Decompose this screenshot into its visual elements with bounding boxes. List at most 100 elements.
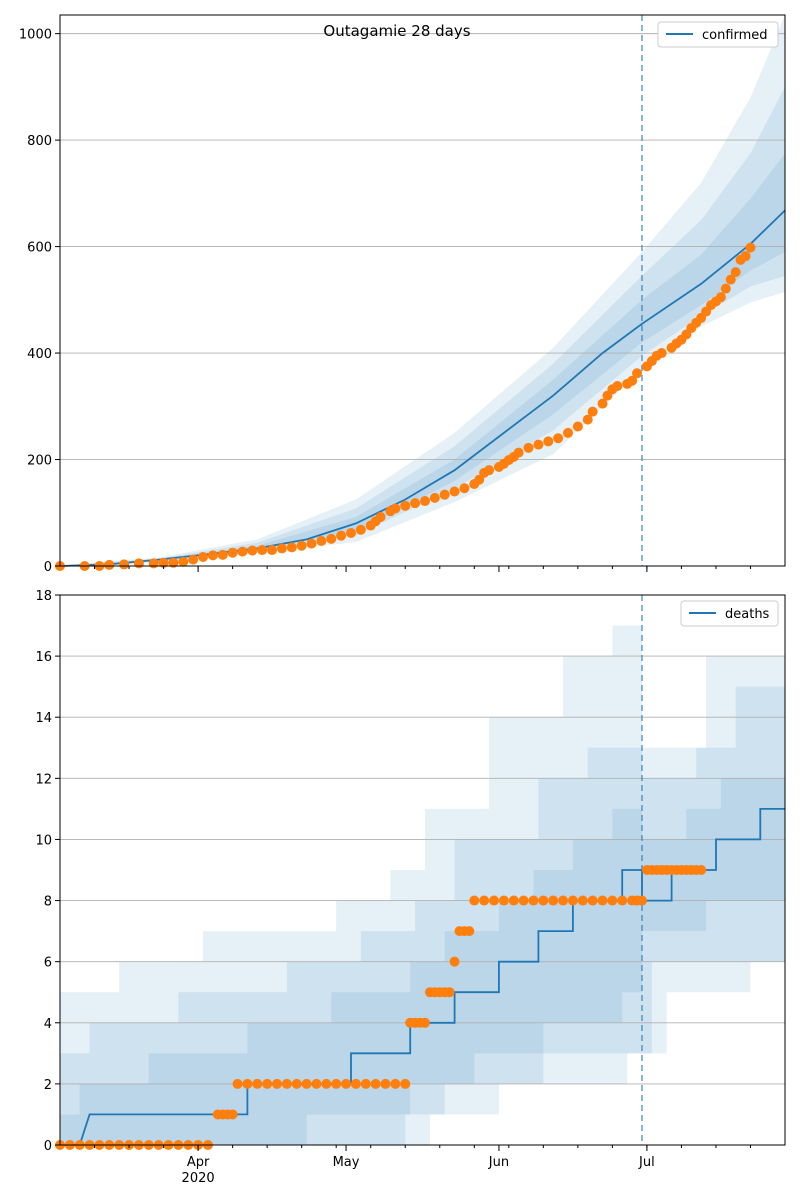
chart-title: Outagamie 28 days [323,22,470,40]
confirmed-observed-point [562,427,573,438]
confirmed-observed-point [104,559,115,570]
confirmed-observed-point [178,556,189,567]
deaths-observed-point [390,1078,401,1089]
deaths-ytick-label: 14 [35,711,52,726]
deaths-observed-point [577,895,588,906]
deaths-observed-point [607,895,618,906]
deaths-observed-point [227,1109,238,1120]
confirmed-observed-point [316,535,327,546]
deaths-observed-point [617,895,628,906]
deaths-observed-point [464,926,475,937]
confirmed-observed-point [612,381,623,392]
confirmed-ytick-label: 1000 [19,28,52,43]
xtick-label: Jul [638,1155,655,1170]
deaths-observed-point [449,956,460,967]
deaths-observed-point [331,1078,342,1089]
confirmed-ytick-label: 800 [27,134,52,149]
deaths-observed-point [469,895,480,906]
xtick-year-label: 2020 [182,1171,215,1186]
deaths-observed-point [567,895,578,906]
deaths-observed-point [380,1078,391,1089]
confirmed-observed-point [720,283,731,294]
xtick-label: Apr [187,1155,210,1170]
confirmed-observed-point [419,496,430,507]
confirmed-observed-point [449,486,460,497]
confirmed-observed-point [523,442,534,453]
confirmed-observed-point [237,546,248,557]
deaths-band-1 [60,686,785,1145]
confirmed-observed-point [168,557,179,568]
confirmed-observed-point [345,527,356,538]
confirmed-observed-point [715,292,726,303]
confirmed-observed-point [296,540,307,551]
confirmed-observed-point [740,251,751,262]
deaths-ytick-label: 6 [44,956,52,971]
deaths-observed-point [696,865,707,875]
confirmed-observed-point [188,554,199,565]
confirmed-ytick-label: 600 [27,241,52,256]
confirmed-observed-point [217,549,228,560]
confirmed-observed-point [632,368,643,379]
deaths-credible-bands [60,595,785,1145]
deaths-observed-point [538,895,549,906]
deaths-observed-point [252,1078,263,1089]
confirmed-observed-point [597,398,608,409]
confirmed-observed-point [247,545,258,556]
deaths-observed-point [528,895,539,906]
deaths-observed-point [558,895,569,906]
confirmed-observed-point [306,538,317,549]
deaths-observed-point [341,1078,352,1089]
deaths-observed-point [518,895,529,906]
confirmed-observed-point [336,530,347,541]
confirmed-observed-point [627,375,638,386]
confirmed-observed-point [587,406,598,417]
confirmed-band-1 [60,86,785,566]
confirmed-observed-point [484,465,495,476]
deaths-observed-point [272,1078,283,1089]
confirmed-ytick-label: 0 [44,560,52,575]
confirmed-observed-point [148,558,159,569]
confirmed-observed-point [725,274,736,285]
confirmed-band-0 [60,15,785,566]
confirmed-observed-point [572,421,583,432]
legend-label-deaths: deaths [725,607,770,622]
confirmed-legend: confirmed [657,21,779,48]
deaths-observed-point [548,895,559,906]
confirmed-observed-point [198,551,209,562]
deaths-observed-point [444,987,455,998]
confirmed-observed-point [410,498,421,509]
deaths-observed-point [301,1078,312,1089]
deaths-observed-points [55,865,707,1150]
confirmed-observed-point [158,557,169,568]
deaths-observed-point [242,1078,253,1089]
deaths-observed-point [419,1017,430,1028]
confirmed-observed-point [355,524,366,535]
deaths-observed-point [291,1078,302,1089]
deaths-observed-point [498,895,509,906]
confirmed-band-2 [60,153,785,566]
deaths-observed-point [587,895,598,906]
confirmed-observed-point [267,545,278,556]
confirmed-observed-point [439,489,450,500]
deaths-band-0 [60,595,785,1145]
xtick-label: May [333,1155,360,1170]
deaths-observed-point [400,1078,411,1089]
confirmed-observed-point [119,559,130,570]
deaths-ytick-label: 2 [44,1078,52,1093]
deaths-observed-point [360,1078,371,1089]
deaths-axes-frame [59,594,786,1146]
deaths-ytick-label: 4 [44,1017,52,1032]
confirmed-observed-point [730,267,741,278]
deaths-ytick-label: 16 [35,650,52,665]
confirmed-observed-point [745,242,756,253]
confirmed-observed-point [375,512,386,523]
deaths-observed-point [479,895,490,906]
confirmed-observed-point [582,414,593,425]
deaths-legend: deaths [680,600,779,627]
deaths-observed-point [262,1078,273,1089]
deaths-ytick-label: 12 [35,772,52,787]
